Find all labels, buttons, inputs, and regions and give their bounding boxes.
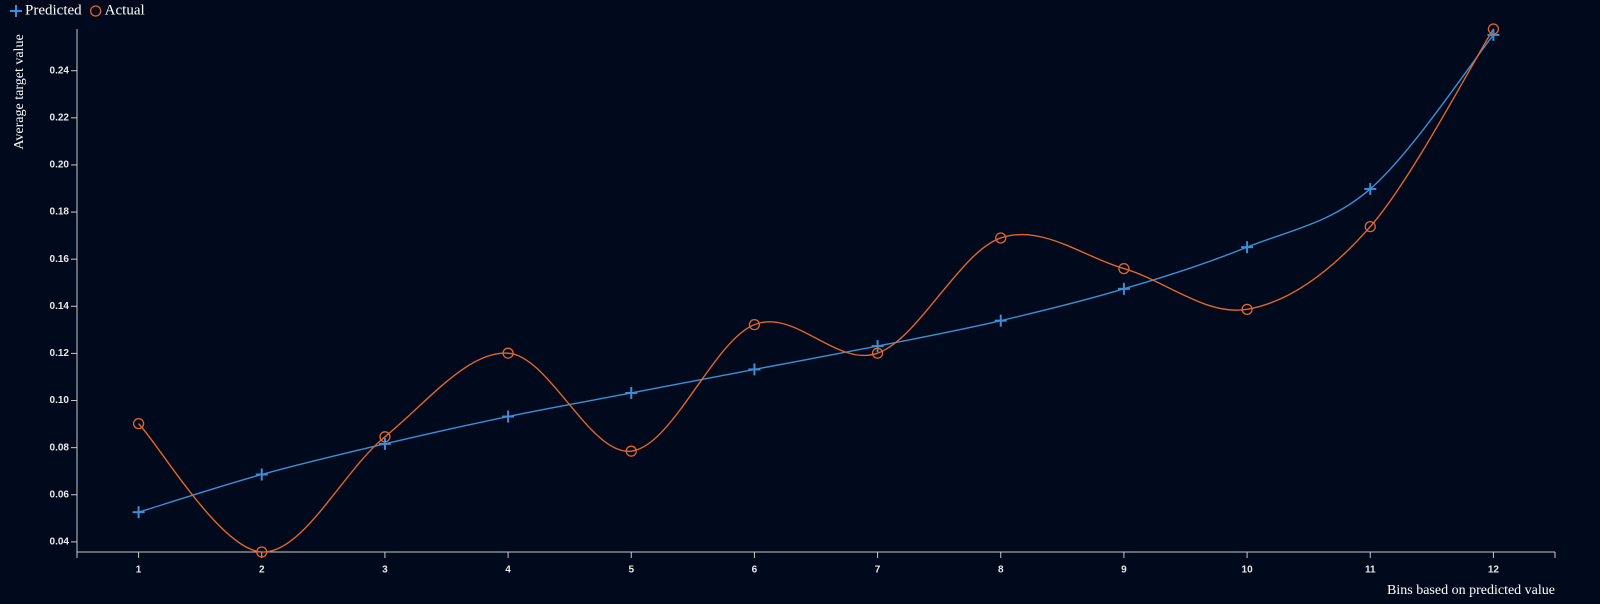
- legend-label: Predicted: [25, 2, 82, 18]
- x-tick-label: 8: [998, 565, 1004, 576]
- y-tick-label: 0.06: [50, 489, 70, 500]
- x-tick-label: 4: [505, 565, 511, 576]
- x-tick-label: 9: [1121, 565, 1127, 576]
- x-tick-label: 12: [1488, 565, 1500, 576]
- legend-marker: [90, 5, 102, 17]
- point-marker: [132, 506, 145, 519]
- point-marker: [1118, 262, 1130, 275]
- legend-label: Actual: [105, 2, 145, 18]
- point-marker: [1364, 221, 1376, 233]
- point-marker: [994, 314, 1007, 327]
- point-marker: [1241, 241, 1254, 254]
- x-tick-label: 1: [136, 565, 142, 576]
- point-marker: [379, 431, 391, 443]
- y-tick-label: 0.12: [50, 348, 70, 359]
- y-tick-label: 0.04: [50, 537, 70, 548]
- x-axis-title: Bins based on predicted value: [1387, 583, 1555, 598]
- point-marker: [1487, 28, 1500, 41]
- point-marker: [1117, 282, 1130, 295]
- x-tick-label: 7: [875, 565, 881, 576]
- point-marker: [502, 410, 515, 423]
- x-tick-label: 10: [1242, 565, 1254, 576]
- point-marker: [1364, 182, 1377, 195]
- y-tick-label: 0.22: [50, 112, 70, 123]
- x-tick-label: 3: [382, 565, 388, 576]
- x-tick-label: 6: [752, 565, 758, 576]
- point-marker: [1241, 303, 1253, 315]
- point-marker: [625, 386, 638, 399]
- point-marker: [256, 546, 268, 558]
- y-tick-label: 0.10: [50, 395, 70, 406]
- y-tick-label: 0.18: [50, 207, 70, 218]
- series-line: [138, 34, 1494, 513]
- point-marker: [625, 445, 637, 457]
- point-marker: [132, 417, 145, 430]
- point-marker: [995, 232, 1007, 244]
- point-marker: [378, 437, 391, 450]
- point-marker: [1487, 23, 1500, 35]
- y-axis-title: Average target value: [12, 34, 27, 149]
- point-marker: [748, 319, 761, 331]
- x-tick-label: 11: [1365, 565, 1376, 576]
- y-tick-label: 0.14: [50, 301, 70, 312]
- y-tick-label: 0.08: [50, 442, 70, 453]
- y-tick-label: 0.20: [50, 160, 70, 171]
- y-tick-label: 0.24: [50, 65, 70, 76]
- series-line: [138, 28, 1495, 553]
- point-marker: [871, 340, 884, 353]
- x-tick-label: 2: [259, 565, 265, 576]
- legend-marker: [10, 5, 22, 17]
- point-marker: [255, 468, 268, 481]
- point-marker: [502, 347, 514, 359]
- point-marker: [871, 347, 884, 359]
- x-tick-label: 5: [628, 565, 634, 576]
- point-marker: [748, 363, 761, 376]
- y-tick-label: 0.16: [50, 254, 70, 265]
